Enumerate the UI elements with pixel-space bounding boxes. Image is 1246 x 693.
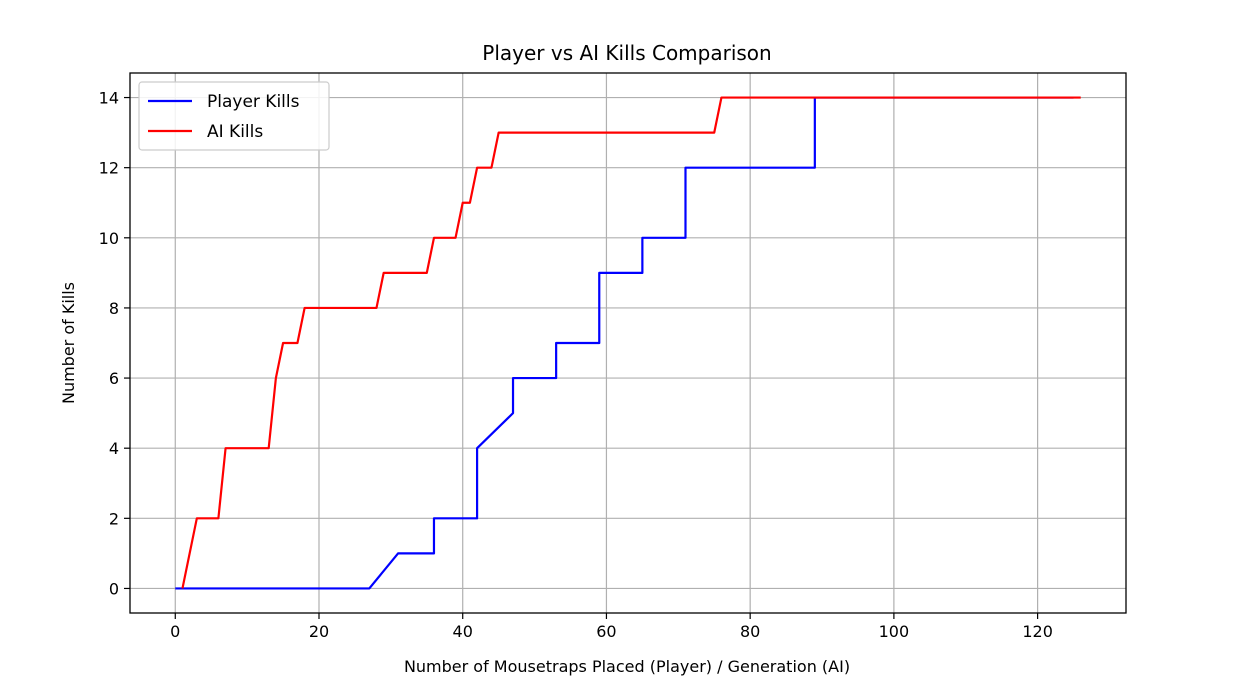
y-tick-label: 10 bbox=[99, 229, 119, 248]
y-tick-label: 12 bbox=[99, 159, 119, 178]
x-tick-label: 60 bbox=[596, 622, 616, 641]
ticks: 0 20 40 60 80 100 120 0 2 4 6 8 10 12 14 bbox=[99, 89, 1053, 641]
plot-frame bbox=[129, 72, 1127, 614]
y-tick-label: 4 bbox=[109, 439, 119, 458]
y-tick-label: 14 bbox=[99, 89, 119, 108]
x-axis-label: Number of Mousetraps Placed (Player) / G… bbox=[404, 657, 850, 676]
y-tick-label: 8 bbox=[109, 299, 119, 318]
y-axis-label: Number of Kills bbox=[59, 282, 78, 404]
x-tick-label: 20 bbox=[309, 622, 329, 641]
x-tick-label: 40 bbox=[453, 622, 473, 641]
y-tick-label: 6 bbox=[109, 369, 119, 388]
series-line-player-kills bbox=[175, 96, 1074, 590]
legend-label: AI Kills bbox=[207, 122, 263, 142]
x-tick-label: 80 bbox=[740, 622, 760, 641]
legend-label: Player Kills bbox=[207, 92, 300, 112]
legend: Player Kills AI Kills bbox=[138, 81, 330, 151]
chart-title: Player vs AI Kills Comparison bbox=[482, 41, 771, 65]
series-layer bbox=[175, 96, 1081, 590]
legend-box bbox=[138, 81, 330, 151]
x-tick-label: 100 bbox=[879, 622, 910, 641]
x-tick-label: 0 bbox=[170, 622, 180, 641]
y-tick-label: 0 bbox=[109, 579, 119, 598]
y-tick-label: 2 bbox=[109, 509, 119, 528]
x-tick-label: 120 bbox=[1022, 622, 1053, 641]
series-line-ai-kills bbox=[181, 96, 1081, 589]
